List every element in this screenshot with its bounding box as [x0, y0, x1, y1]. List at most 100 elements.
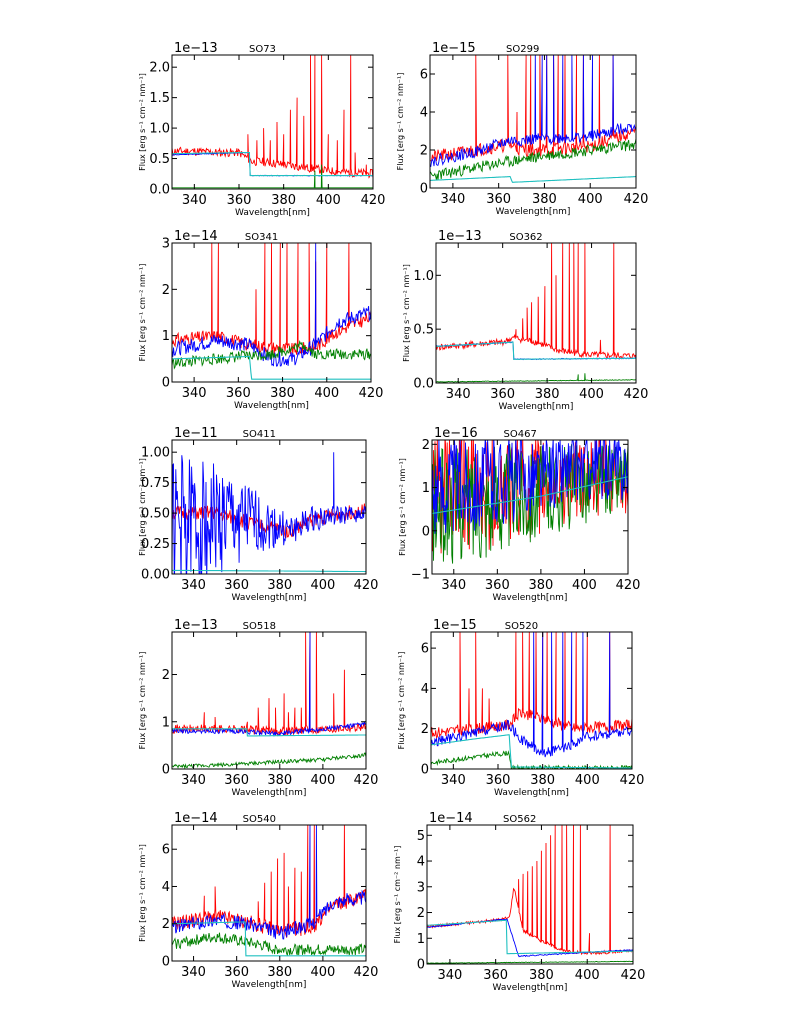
spectrum-panel-so411: 340 360 380 400 420 0.00 0.25 0.50 0.75 1.00 1e−11… — [138, 426, 378, 603]
plot-area — [427, 825, 633, 964]
y-tick-label: 0 — [421, 763, 429, 778]
exponent-label: 1e−14 — [174, 229, 218, 244]
x-tick-label: 420 — [624, 387, 649, 402]
spectrum-panel-so341: 340 360 380 400 420 0 1 2 3 1e−14 SO341 Wavelength[… — [138, 229, 383, 411]
y-tick-label: 0.25 — [141, 537, 170, 552]
x-axis-label: Wavelength[nm] — [234, 401, 309, 411]
y-tick-label: 1 — [417, 932, 425, 947]
series-blue — [427, 918, 633, 958]
exponent-label: 1e−16 — [434, 426, 478, 441]
spectrum-panel-so520: 340 360 380 400 420 0 2 4 6 1e−15 SO520 Wavelength[… — [397, 618, 644, 798]
series-green — [172, 932, 366, 957]
x-tick-label: 340 — [437, 968, 462, 983]
y-tick-label: 2 — [162, 283, 170, 298]
series-cyan — [172, 921, 366, 957]
x-tick-label: 340 — [181, 773, 206, 788]
x-axis-label: Wavelength[nm] — [235, 208, 310, 218]
panel-title: SO299 — [506, 44, 539, 55]
axes-frame — [171, 242, 372, 383]
x-axis-label: Wavelength[nm] — [232, 788, 307, 798]
series-blue — [172, 825, 366, 940]
series-blue — [172, 243, 371, 367]
x-tick-label: 340 — [446, 387, 471, 402]
exponent-label: 1e−11 — [174, 426, 218, 441]
x-axis-label: Wavelength[nm] — [499, 402, 574, 412]
exponent-label: 1e−14 — [429, 811, 473, 826]
x-tick-label: 340 — [182, 193, 207, 208]
series-red — [172, 55, 373, 179]
axes-frame — [435, 242, 637, 384]
plot-area — [172, 452, 366, 574]
y-tick-label: 6 — [162, 843, 170, 858]
y-tick-label: 3 — [417, 880, 425, 895]
y-axis-label: Flux [erg s⁻¹ cm⁻² nm⁻¹] — [138, 844, 147, 942]
axes-frame — [426, 824, 634, 965]
y-tick-label: 1.5 — [149, 91, 170, 106]
y-axis-label: Flux [erg s⁻¹ cm⁻² nm⁻¹] — [397, 652, 406, 750]
x-tick-label: 400 — [314, 386, 339, 401]
x-tick-label: 420 — [616, 578, 641, 593]
axes-frame — [430, 631, 633, 770]
y-tick-label: 4 — [421, 682, 429, 697]
x-tick-label: 360 — [224, 773, 249, 788]
x-tick-label: 360 — [490, 387, 515, 402]
axes-frame — [429, 54, 637, 189]
series-red — [427, 825, 633, 956]
x-tick-label: 360 — [226, 386, 251, 401]
y-tick-label: 0 — [417, 958, 425, 973]
panel-title: SO341 — [245, 232, 278, 243]
y-tick-label: 2.0 — [149, 61, 170, 76]
x-tick-label: 420 — [621, 968, 646, 983]
plot-area — [431, 632, 632, 769]
plot-area — [432, 440, 628, 564]
axes-frame — [431, 439, 629, 575]
x-tick-label: 340 — [441, 578, 466, 593]
panel-title: SO73 — [249, 44, 276, 55]
x-tick-label: 400 — [575, 968, 600, 983]
x-axis-label: Wavelength[nm] — [493, 593, 568, 603]
y-tick-label: 0 — [162, 376, 170, 391]
x-tick-label: 400 — [579, 387, 604, 402]
x-tick-label: 360 — [224, 965, 249, 980]
panel-title: SO540 — [243, 814, 276, 825]
x-tick-label: 360 — [483, 968, 508, 983]
x-tick-label: 360 — [486, 192, 511, 207]
series-cyan — [436, 341, 636, 360]
x-tick-label: 360 — [227, 193, 252, 208]
x-tick-label: 400 — [310, 578, 335, 593]
spectrum-panel-so518: 340 360 380 400 420 0 1 2 1e−13 SO518 Wavelength[n… — [138, 618, 378, 798]
x-tick-label: 420 — [359, 386, 384, 401]
y-axis-label: Flux [erg s⁻¹ cm⁻² nm⁻¹] — [138, 264, 147, 362]
x-tick-label: 380 — [535, 387, 560, 402]
exponent-label: 1e−13 — [174, 618, 218, 633]
axes-frame — [171, 824, 367, 962]
axes-frame — [171, 439, 367, 575]
y-tick-label: 0.75 — [141, 476, 170, 491]
x-tick-label: 360 — [486, 773, 511, 788]
panel-title: SO562 — [503, 814, 536, 825]
plot-area — [172, 632, 366, 769]
y-tick-label: 0 — [162, 763, 170, 778]
spectrum-panel-so299: 340 360 380 400 420 0 2 4 6 1e−15 SO299 Wavelength[… — [396, 41, 648, 217]
y-tick-label: 6 — [420, 68, 428, 83]
y-tick-label: 2 — [162, 668, 170, 683]
exponent-label: 1e−14 — [174, 811, 218, 826]
x-tick-label: 420 — [354, 965, 379, 980]
y-tick-label: 1 — [162, 715, 170, 730]
y-axis-label: Flux [erg s⁻¹ cm⁻² nm⁻¹] — [402, 264, 411, 362]
series-red — [172, 632, 366, 737]
y-tick-label: 0.5 — [149, 152, 170, 167]
series-cyan — [172, 728, 366, 737]
y-tick-label: 4 — [420, 106, 428, 121]
x-axis-label: Wavelength[nm] — [232, 980, 307, 990]
y-tick-label: 1.0 — [413, 269, 434, 284]
plot-area — [172, 825, 366, 957]
series-blue — [172, 452, 366, 574]
y-tick-label: 2 — [422, 438, 430, 453]
x-axis-label: Wavelength[nm] — [494, 788, 569, 798]
x-tick-label: 400 — [310, 965, 335, 980]
y-tick-label: 0 — [420, 182, 428, 197]
y-tick-label: 6 — [421, 642, 429, 657]
series-cyan — [172, 355, 371, 380]
